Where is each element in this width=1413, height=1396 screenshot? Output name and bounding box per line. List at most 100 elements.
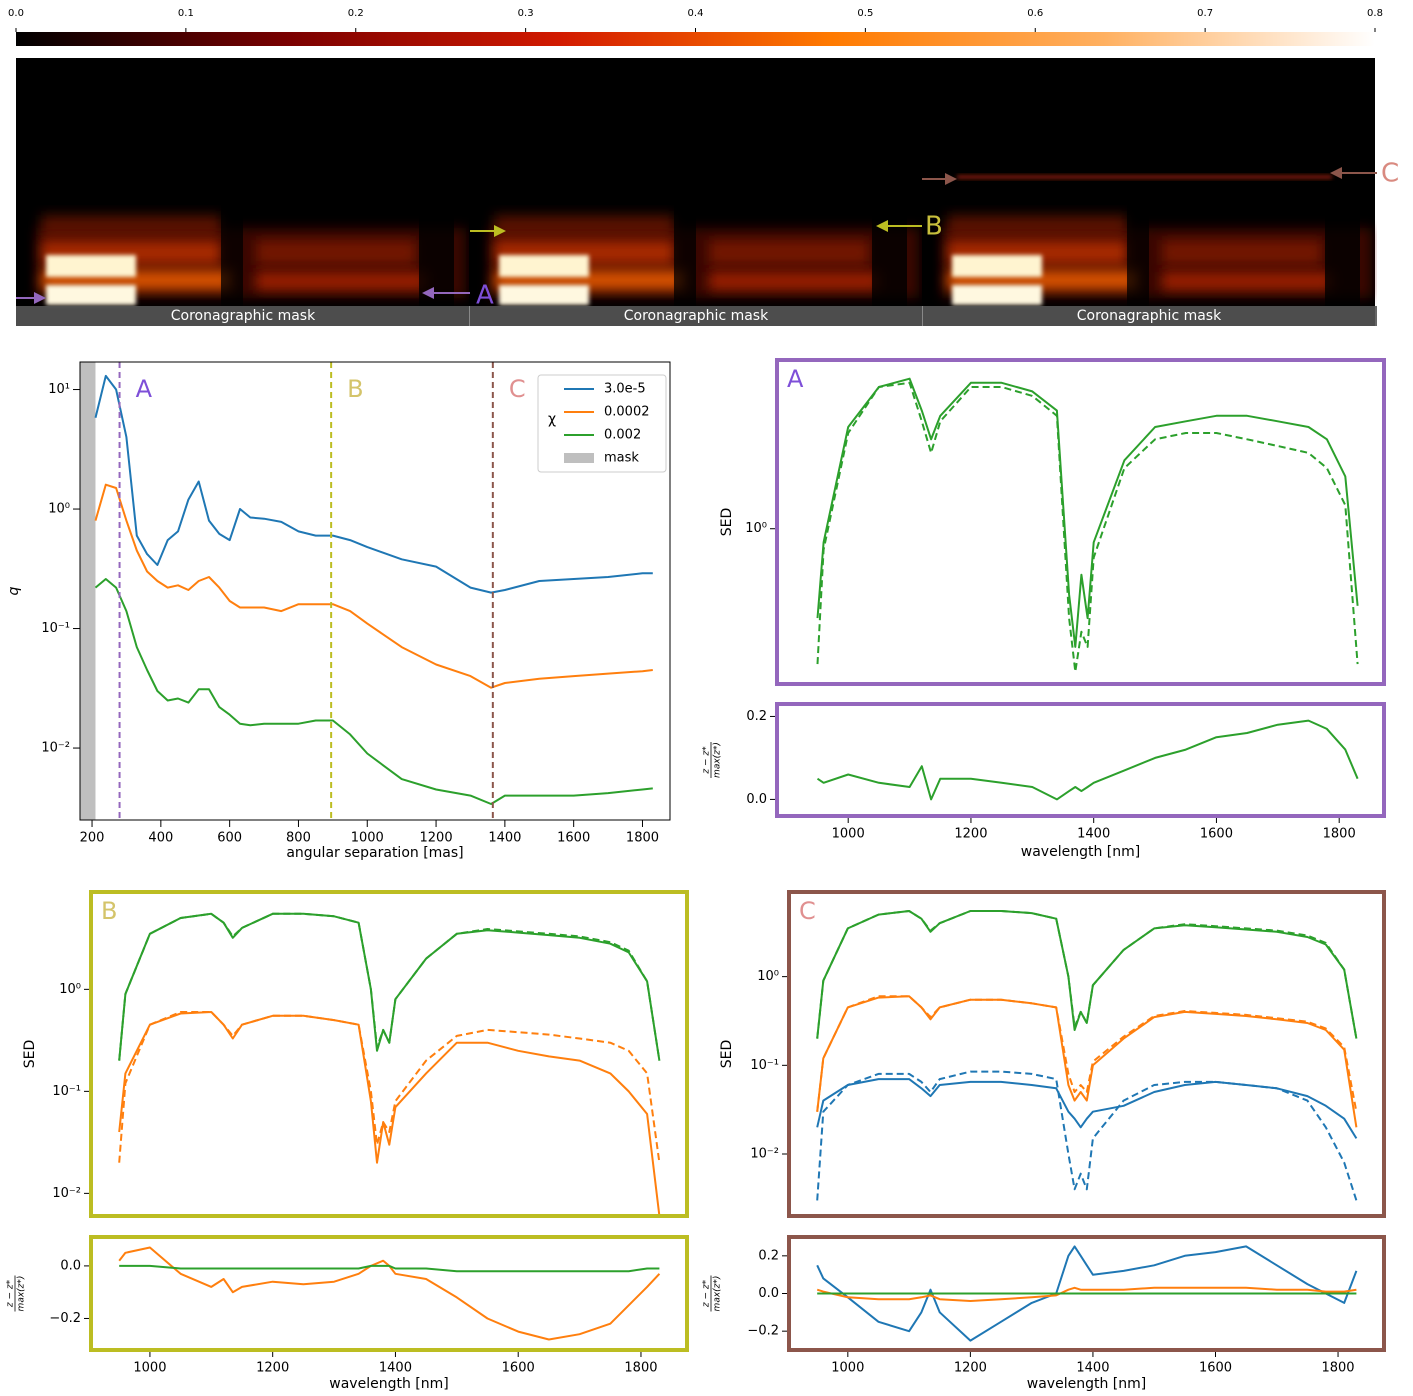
spectral-image bbox=[16, 58, 1377, 326]
colorbar bbox=[16, 32, 1375, 46]
y-tick-label: 10⁰ bbox=[745, 521, 767, 536]
y-axis-label: SED bbox=[719, 1040, 735, 1069]
series-line bbox=[94, 483, 653, 689]
y-axis-label-denominator: max(z*) bbox=[713, 1276, 723, 1312]
legend-label: 0.002 bbox=[604, 428, 641, 443]
x-tick-label: 1400 bbox=[379, 1361, 412, 1376]
axes-frame bbox=[775, 702, 1386, 818]
legend-swatch bbox=[564, 453, 594, 463]
x-tick-label: 1200 bbox=[256, 1361, 289, 1376]
image-annotation: B bbox=[925, 212, 943, 242]
y-tick-label: 10⁻² bbox=[52, 1186, 81, 1201]
x-tick-label: 800 bbox=[286, 831, 311, 846]
y-tick-label: 0.0 bbox=[60, 1258, 81, 1273]
series-line bbox=[118, 1011, 661, 1163]
panel-label: C bbox=[799, 897, 816, 925]
series-line bbox=[816, 995, 1358, 1112]
y-tick-label: 0.0 bbox=[746, 792, 767, 807]
y-axis-label-denominator: max(z*) bbox=[17, 1276, 27, 1312]
series-line bbox=[118, 912, 661, 1061]
series-line bbox=[816, 1245, 1358, 1342]
y-axis-label-numerator: z − z* bbox=[702, 1279, 712, 1308]
y-tick-label: 0.2 bbox=[746, 709, 767, 724]
x-axis-label: wavelength [nm] bbox=[329, 1376, 448, 1392]
colorbar-tick-label: 0.4 bbox=[688, 8, 704, 19]
axes-frame bbox=[89, 1235, 689, 1352]
y-tick-label: 10⁻² bbox=[750, 1147, 779, 1162]
x-axis-label: angular separation [mas] bbox=[286, 845, 463, 861]
mask-span bbox=[80, 362, 96, 820]
y-tick-label: 10⁻² bbox=[41, 741, 70, 756]
x-tick-label: 1400 bbox=[1076, 1361, 1109, 1376]
y-tick-label: 10⁰ bbox=[59, 982, 81, 997]
series-line bbox=[816, 377, 1359, 648]
colorbar-tick-label: 0.6 bbox=[1027, 8, 1043, 19]
series-line bbox=[816, 719, 1359, 801]
y-tick-label: 10⁰ bbox=[48, 502, 70, 517]
series-line bbox=[816, 910, 1358, 1039]
y-axis-label-numerator: z − z* bbox=[6, 1279, 16, 1308]
colorbar-tick-label: 0.0 bbox=[8, 8, 24, 19]
y-tick-label: 10¹ bbox=[48, 382, 70, 397]
axes-frame bbox=[79, 361, 671, 821]
x-tick-label: 1800 bbox=[1323, 827, 1356, 842]
x-tick-label: 400 bbox=[148, 831, 173, 846]
mask-label: Coronagraphic mask bbox=[171, 308, 316, 324]
legend-label: 0.0002 bbox=[604, 405, 650, 420]
x-tick-label: 1400 bbox=[1077, 827, 1110, 842]
mask-label: Coronagraphic mask bbox=[1077, 308, 1222, 324]
series-line bbox=[118, 1246, 661, 1341]
plot-area bbox=[118, 912, 661, 1216]
y-tick-label: 0.0 bbox=[758, 1286, 779, 1301]
series-line bbox=[94, 578, 653, 805]
mask-label: Coronagraphic mask bbox=[624, 308, 769, 324]
series-line bbox=[816, 1070, 1358, 1201]
colorbar-tick-label: 0.5 bbox=[857, 8, 873, 19]
y-axis-label-denominator: max(z*) bbox=[713, 742, 723, 778]
plot-area bbox=[816, 910, 1358, 1201]
legend-label: mask bbox=[604, 451, 639, 466]
axes-frame bbox=[787, 1235, 1386, 1352]
x-tick-label: 1000 bbox=[351, 831, 384, 846]
y-tick-label: −0.2 bbox=[49, 1311, 81, 1326]
x-axis-label: wavelength [nm] bbox=[1027, 1376, 1146, 1392]
colorbar-tick-label: 0.1 bbox=[178, 8, 194, 19]
y-tick-label: 10⁻¹ bbox=[52, 1084, 81, 1099]
x-tick-label: 1000 bbox=[133, 1361, 166, 1376]
colorbar-tick-label: 0.8 bbox=[1367, 8, 1383, 19]
panel-label: B bbox=[101, 897, 117, 925]
x-axis-label: wavelength [nm] bbox=[1021, 844, 1140, 860]
x-tick-label: 1600 bbox=[557, 831, 590, 846]
vline-label: A bbox=[136, 375, 153, 403]
legend-title: χ bbox=[548, 412, 556, 428]
plot-area bbox=[816, 377, 1359, 673]
x-tick-label: 1000 bbox=[831, 1361, 864, 1376]
series-line bbox=[816, 995, 1358, 1128]
series-line bbox=[816, 381, 1359, 673]
image-arrows bbox=[16, 167, 1377, 304]
y-tick-label: 10⁰ bbox=[757, 969, 779, 984]
legend-box bbox=[537, 374, 667, 473]
x-tick-label: 1000 bbox=[832, 827, 865, 842]
x-tick-label: 1600 bbox=[502, 1361, 535, 1376]
y-axis-label: SED bbox=[22, 1040, 38, 1069]
y-tick-label: −0.2 bbox=[747, 1324, 779, 1339]
series-line bbox=[816, 910, 1358, 1039]
x-tick-label: 200 bbox=[80, 831, 105, 846]
x-tick-label: 1800 bbox=[626, 831, 659, 846]
axes-frame bbox=[787, 890, 1386, 1218]
series-line bbox=[94, 374, 653, 594]
x-tick-label: 1400 bbox=[488, 831, 521, 846]
x-tick-label: 1800 bbox=[624, 1361, 657, 1376]
legend-label: 3.0e-5 bbox=[604, 382, 646, 397]
x-tick-label: 1200 bbox=[954, 827, 987, 842]
y-axis-label: SED bbox=[719, 508, 735, 537]
y-tick-label: 10⁻¹ bbox=[41, 621, 70, 636]
image-annotation: C bbox=[1381, 159, 1399, 189]
x-tick-label: 1800 bbox=[1321, 1361, 1354, 1376]
image-annotation: A bbox=[476, 281, 494, 311]
y-axis-label: q bbox=[6, 586, 22, 595]
y-tick-label: 0.2 bbox=[758, 1248, 779, 1263]
